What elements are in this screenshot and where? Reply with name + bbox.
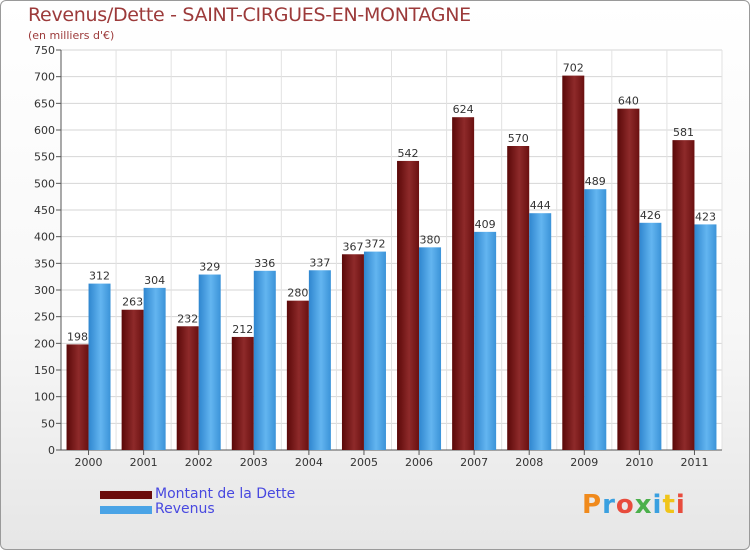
data-label-dette: 624 bbox=[453, 103, 474, 116]
x-tick-label: 2006 bbox=[405, 456, 433, 469]
data-label-dette: 367 bbox=[342, 240, 363, 253]
data-label-revenus: 336 bbox=[254, 257, 275, 270]
bar-revenus bbox=[363, 251, 386, 450]
y-tick-label: 600 bbox=[34, 124, 55, 137]
x-tick-label: 2010 bbox=[625, 456, 653, 469]
bar-revenus bbox=[419, 247, 442, 450]
axes: 0 50 100 150 200 250 300 350 400 450 500 550 600 650 7… bbox=[34, 44, 722, 469]
x-tick-label: 2002 bbox=[185, 456, 213, 469]
x-tick-label: 2008 bbox=[515, 456, 543, 469]
y-tick-label: 200 bbox=[34, 337, 55, 350]
bar-revenus bbox=[639, 222, 662, 450]
y-tick-label: 150 bbox=[34, 364, 55, 377]
data-label-dette: 198 bbox=[67, 330, 88, 343]
bar-revenus bbox=[88, 283, 111, 450]
bar-dette bbox=[341, 254, 364, 450]
x-tick-label: 2001 bbox=[130, 456, 158, 469]
x-tick-label: 2011 bbox=[680, 456, 708, 469]
bar-revenus bbox=[198, 274, 221, 450]
y-tick-label: 550 bbox=[34, 151, 55, 164]
y-tick-label: 350 bbox=[34, 257, 55, 270]
x-tick-label: 2004 bbox=[295, 456, 323, 469]
bar-dette bbox=[617, 108, 640, 451]
bar-revenus bbox=[529, 213, 552, 450]
data-label-dette: 640 bbox=[618, 95, 639, 108]
legend-swatch-revenus bbox=[100, 506, 152, 514]
logo-letter: x bbox=[634, 490, 653, 520]
y-tick-label: 700 bbox=[34, 71, 55, 84]
bar-revenus bbox=[143, 287, 166, 450]
logo-letter: r bbox=[602, 490, 616, 520]
data-label-revenus: 372 bbox=[364, 238, 385, 251]
data-label-revenus: 426 bbox=[640, 209, 661, 222]
legend-label-revenus: Revenus bbox=[155, 501, 215, 517]
data-label-revenus: 489 bbox=[585, 175, 606, 188]
x-tick-label: 2005 bbox=[350, 456, 378, 469]
data-label-revenus: 337 bbox=[309, 256, 330, 269]
bar-revenus bbox=[474, 231, 497, 450]
y-tick-label: 750 bbox=[34, 44, 55, 57]
bar-dette bbox=[507, 146, 530, 450]
y-tick-label: 300 bbox=[34, 284, 55, 297]
data-label-dette: 212 bbox=[232, 323, 253, 336]
y-tick-label: 100 bbox=[34, 391, 55, 404]
data-label-revenus: 380 bbox=[420, 233, 441, 246]
bars bbox=[66, 75, 717, 451]
data-label-dette: 702 bbox=[563, 62, 584, 75]
data-label-revenus: 423 bbox=[695, 210, 716, 223]
logo-letter: o bbox=[615, 490, 635, 520]
chart-subtitle: (en milliers d'€) bbox=[28, 29, 115, 42]
bar-dette bbox=[121, 309, 144, 450]
logo-letter: i bbox=[652, 490, 663, 520]
chart-title: Revenus/Dette - SAINT-CIRGUES-EN-MONTAGN… bbox=[28, 4, 471, 26]
legend-label-dette: Montant de la Dette bbox=[155, 486, 296, 502]
data-label-dette: 570 bbox=[508, 132, 529, 145]
bar-dette bbox=[231, 336, 254, 450]
legend-swatch-dette bbox=[100, 491, 152, 499]
bar-dette bbox=[452, 117, 475, 450]
bar-dette bbox=[672, 140, 695, 450]
x-tick-label: 2003 bbox=[240, 456, 268, 469]
y-tick-label: 450 bbox=[34, 204, 55, 217]
proxiti-logo: Proxiti bbox=[582, 490, 686, 520]
data-label-dette: 581 bbox=[673, 126, 694, 139]
bar-dette bbox=[562, 75, 585, 450]
bar-revenus bbox=[584, 189, 607, 450]
x-tick-label: 2007 bbox=[460, 456, 488, 469]
logo-letter: t bbox=[662, 490, 676, 520]
x-tick-label: 2009 bbox=[570, 456, 598, 469]
bar-revenus bbox=[308, 270, 331, 450]
y-tick-label: 50 bbox=[41, 417, 55, 430]
grid-lines bbox=[60, 49, 723, 451]
logo-letter: P bbox=[582, 490, 603, 520]
data-label-dette: 263 bbox=[122, 296, 143, 309]
y-tick-label: 250 bbox=[34, 311, 55, 324]
y-tick-label: 500 bbox=[34, 177, 55, 190]
bar-revenus bbox=[253, 270, 276, 450]
bar-dette bbox=[176, 326, 199, 450]
data-label-revenus: 312 bbox=[89, 270, 110, 283]
x-tick-label: 2000 bbox=[75, 456, 103, 469]
bar-dette bbox=[286, 300, 309, 450]
bar-dette bbox=[66, 344, 89, 450]
data-label-revenus: 329 bbox=[199, 261, 220, 274]
data-label-revenus: 409 bbox=[475, 218, 496, 231]
data-label-dette: 280 bbox=[287, 287, 308, 300]
y-tick-label: 400 bbox=[34, 231, 55, 244]
y-tick-label: 650 bbox=[34, 97, 55, 110]
bar-revenus bbox=[694, 224, 717, 450]
data-label-dette: 542 bbox=[398, 147, 419, 160]
data-label-revenus: 304 bbox=[144, 274, 165, 287]
logo-letter: i bbox=[675, 490, 686, 520]
bar-dette bbox=[397, 160, 420, 450]
data-label-revenus: 444 bbox=[530, 199, 551, 212]
y-tick-label: 0 bbox=[48, 444, 55, 457]
data-label-dette: 232 bbox=[177, 312, 198, 325]
